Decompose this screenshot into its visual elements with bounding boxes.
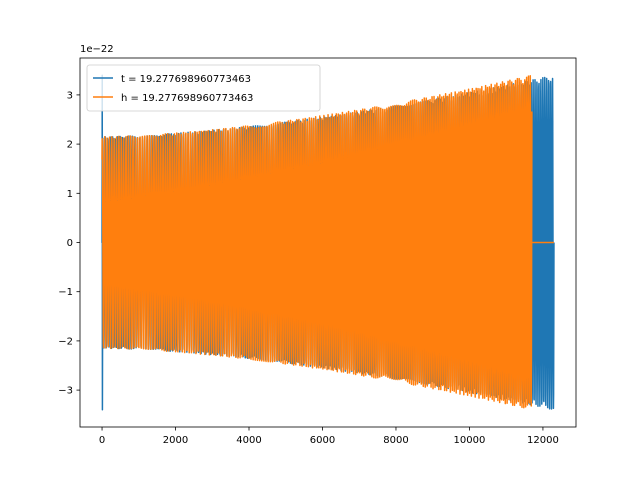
legend-box [86,64,321,112]
y-tick-label: 1 [67,189,73,200]
x-tick-label: 12000 [527,435,559,446]
x-tick-label: 2000 [163,435,188,446]
y-tick-label: −2 [58,336,73,347]
legend-label: t = 19.277698960773463 [121,74,251,85]
axes: 0 2000 4000 6000 8000 10000 12000 −3 −2 −1 0 1 2 3 [58,57,577,446]
y-tick-label: −3 [58,386,73,397]
x-tick-label: 6000 [310,435,335,446]
legend: t = 19.277698960773463 h = 19.27769896077… [86,64,321,112]
x-tick-label: 10000 [454,435,486,446]
y-tick-label: 3 [67,90,73,101]
y-offset-label: 1e−22 [80,44,114,55]
series-line-1 [101,74,554,409]
legend-label: h = 19.277698960773463 [121,93,253,104]
plot-area [101,74,555,411]
x-tick-label: 0 [99,435,105,446]
x-tick-label: 4000 [236,435,261,446]
y-tick-label: 0 [67,238,73,249]
y-tick-label: 2 [67,140,73,151]
x-tick-label: 8000 [383,435,408,446]
y-tick-label: −1 [58,287,73,298]
